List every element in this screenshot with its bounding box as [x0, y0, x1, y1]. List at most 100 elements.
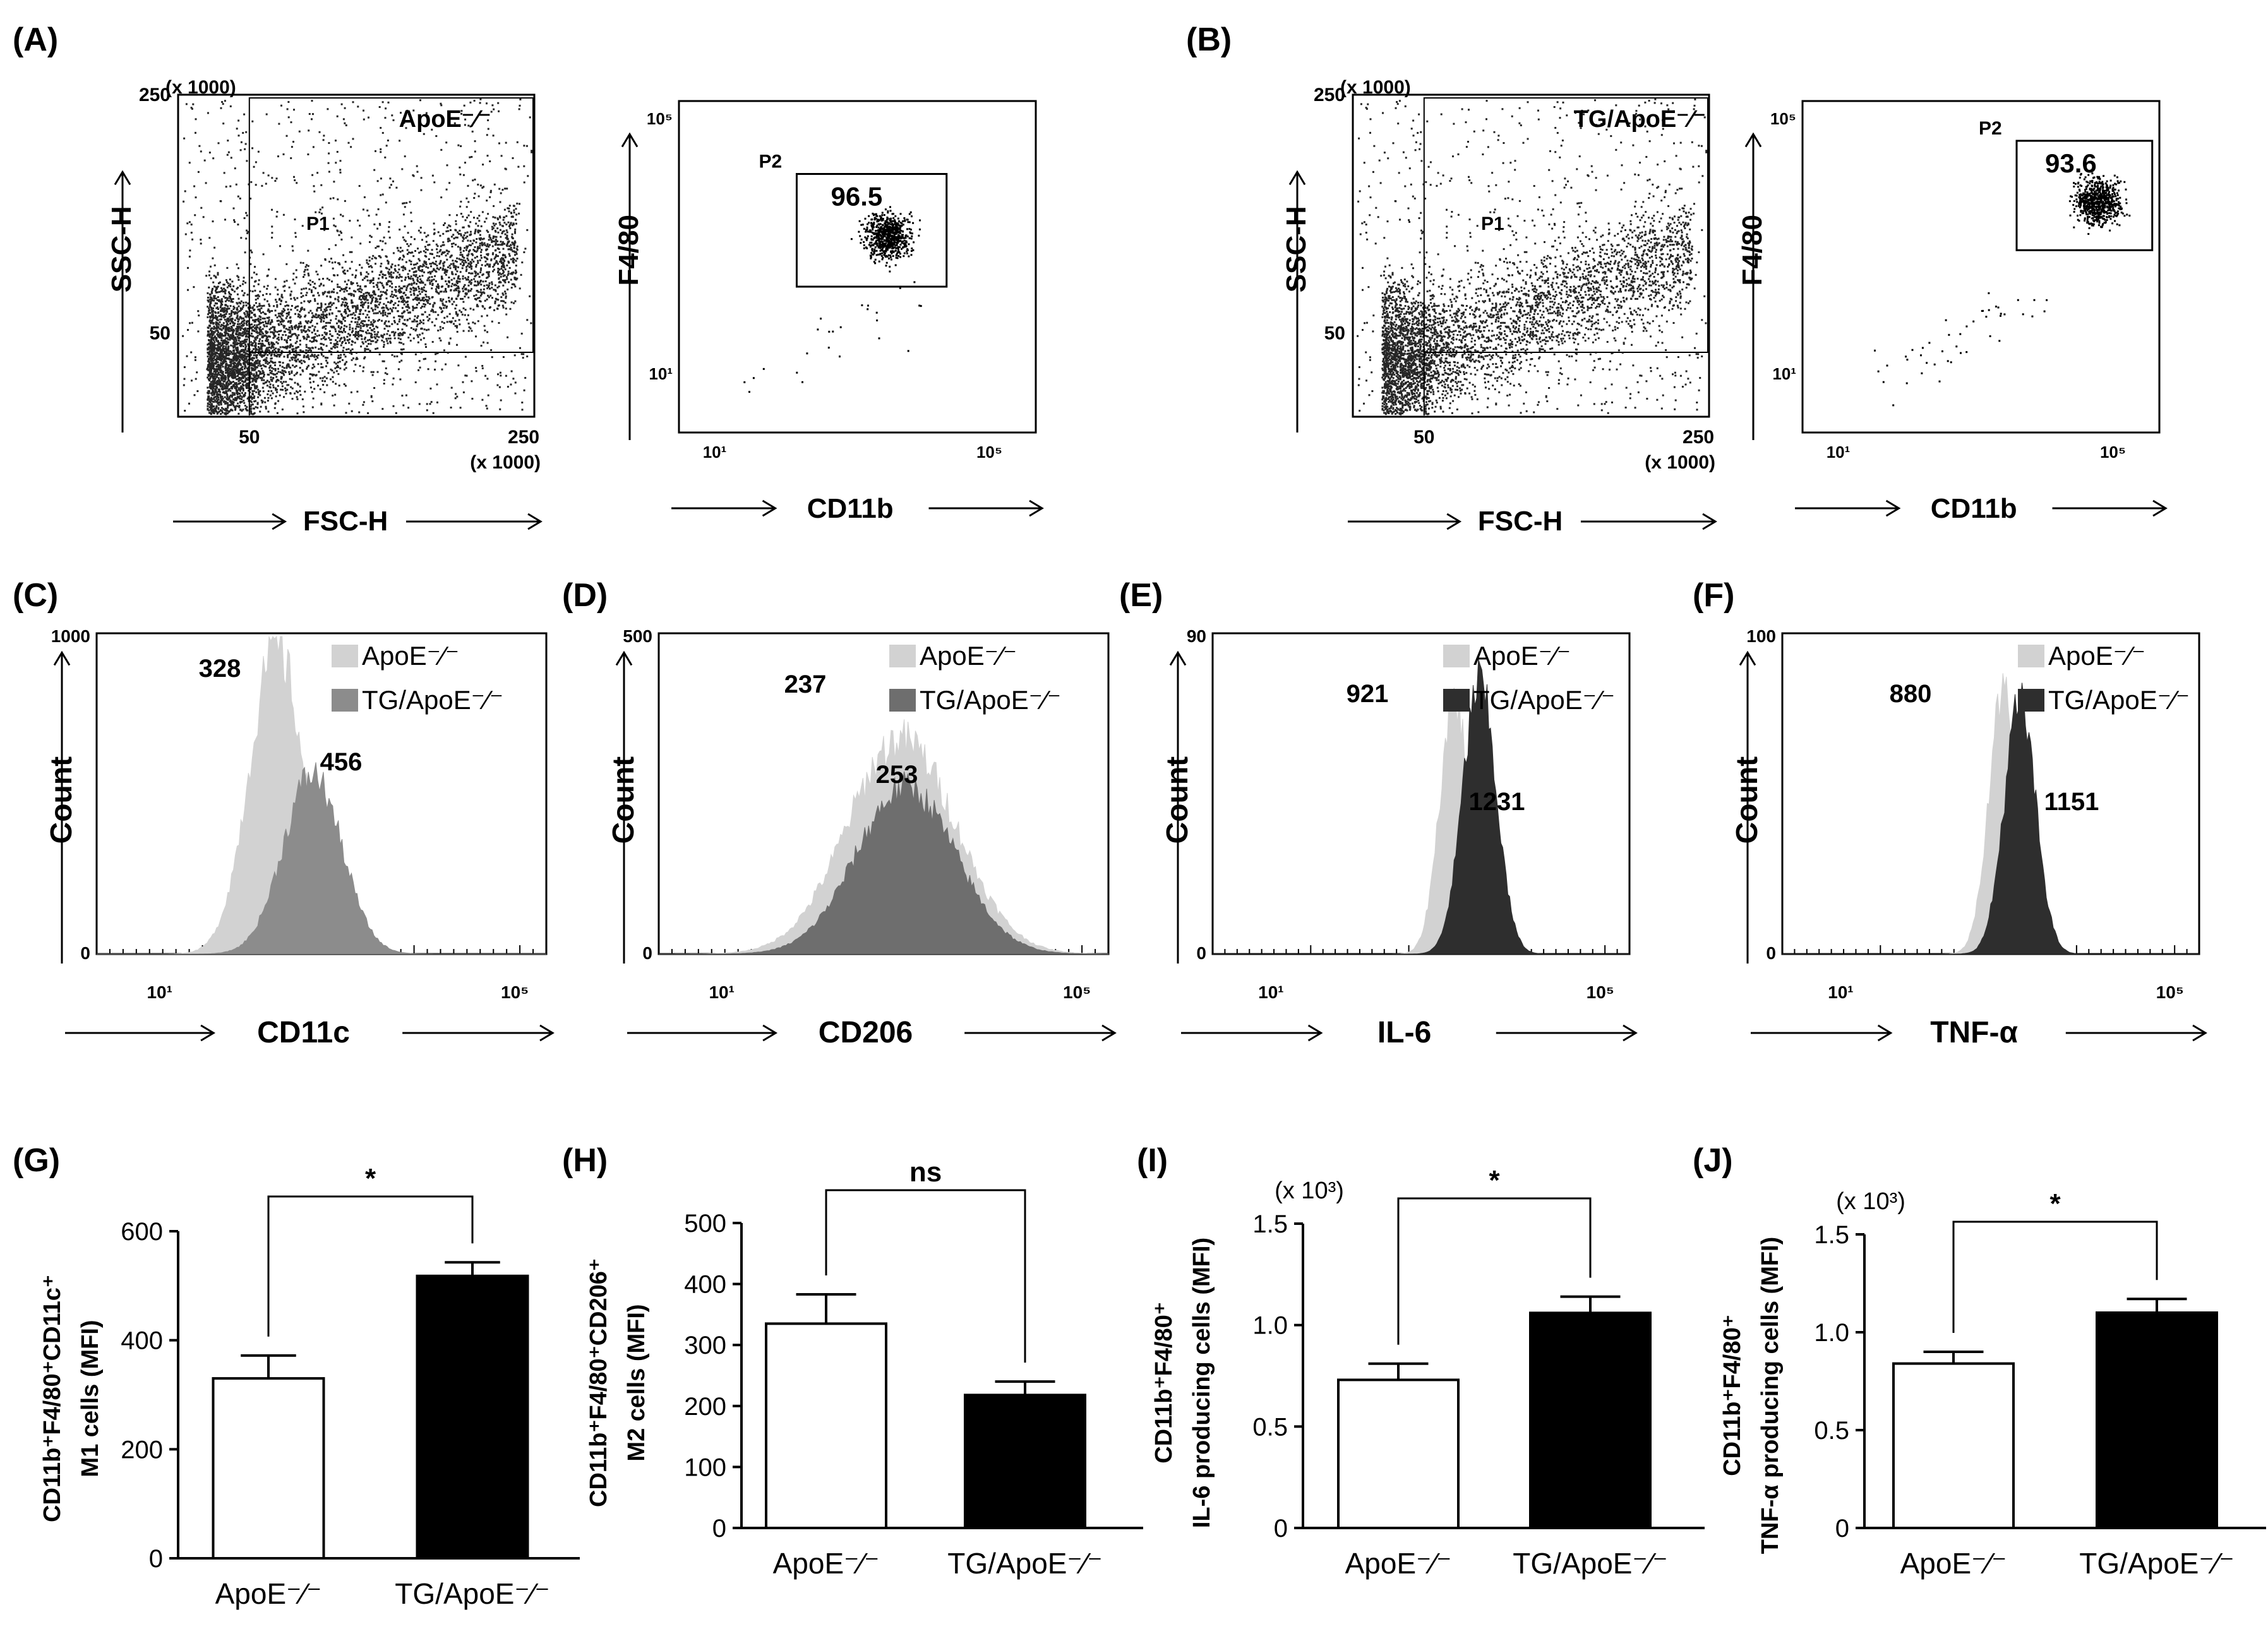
y-unit-label: (x 10³): [1836, 1188, 1905, 1215]
arrow-head: [539, 1024, 555, 1042]
plot-frame: [678, 100, 1037, 434]
arrow-head: [621, 132, 639, 148]
y-tick-label: 0: [712, 1515, 726, 1542]
event-dot: [1874, 172, 2131, 407]
genotype-label: TG/ApoE⁻⁄⁻: [1574, 106, 1706, 133]
category-label: ApoE⁻⁄⁻: [773, 1547, 880, 1580]
y-axis-label: M2 cells (MFI): [623, 1304, 650, 1461]
x-unit-label: (x 1000): [470, 452, 541, 473]
x-tick-label: 10⁵: [1063, 982, 1091, 1002]
legend-label: TG/ApoE⁻⁄⁻: [362, 685, 503, 715]
legend-label: TG/ApoE⁻⁄⁻: [1473, 685, 1615, 715]
y-tick-label: 50: [150, 323, 171, 344]
panel-label: (B): [1186, 21, 1232, 58]
legend-swatch: [2018, 689, 2044, 712]
y-tick-label: 0: [1274, 1515, 1288, 1542]
x-axis-label: CD11c: [257, 1016, 350, 1049]
significance-bracket: [1397, 1197, 1592, 1345]
bar: [212, 1377, 325, 1560]
bar: [2096, 1311, 2218, 1529]
panel-label: (D): [562, 577, 608, 614]
y-tick-label: 250: [1314, 85, 1345, 105]
gate-label-p1: P1: [1481, 213, 1504, 234]
arrow-head: [1446, 513, 1462, 530]
significance-marker: *: [365, 1163, 376, 1194]
legend-swatch: [332, 689, 358, 712]
legend: ApoE⁻⁄⁻ TG/ApoE⁻⁄⁻: [1443, 641, 1615, 715]
event-dot: [1357, 98, 1708, 415]
x-axis-label: CD11b: [807, 493, 894, 524]
panel-label: (H): [562, 1142, 608, 1179]
x-axis-label: FSC-H: [1478, 506, 1563, 537]
legend-swatch: [2018, 645, 2044, 667]
panel-label: (J): [1693, 1142, 1733, 1179]
legend-label: TG/ApoE⁻⁄⁻: [920, 685, 1061, 715]
legend-swatch: [1443, 689, 1470, 712]
legend-swatch: [332, 645, 358, 667]
bar: [416, 1274, 529, 1560]
arrow-head: [1307, 1024, 1323, 1042]
arrow-head: [1288, 170, 1306, 186]
arrow-head: [2152, 499, 2168, 517]
gate-p2: [2015, 140, 2154, 251]
plot-frame: [1801, 100, 2161, 434]
y-tick-label: 600: [121, 1218, 163, 1246]
bar: [1337, 1378, 1460, 1530]
bar: [1892, 1362, 2015, 1530]
arrow-head: [2192, 1024, 2207, 1042]
legend-swatch: [889, 689, 916, 712]
category-label: ApoE⁻⁄⁻: [215, 1577, 322, 1610]
arrow-head: [114, 170, 131, 186]
arrow-head: [615, 650, 633, 666]
x-tick-label: 250: [508, 427, 539, 448]
x-axis-label: CD206: [819, 1016, 913, 1049]
x-tick-label: 10⁵: [2100, 443, 2126, 462]
y-tick-label: 0: [1766, 943, 1776, 963]
y-axis-label: CD11b⁺F4/80⁺: [1151, 1302, 1177, 1464]
y-tick-label: 0: [80, 943, 90, 963]
mfi-label: 880: [1890, 680, 1932, 708]
legend-label: ApoE⁻⁄⁻: [920, 641, 1017, 671]
x-tick-label: 50: [239, 427, 260, 448]
arrow-head: [762, 1024, 778, 1042]
y-tick-label: 1.5: [1252, 1210, 1288, 1238]
y-tick-label: 90: [1187, 626, 1206, 646]
gate-p2: [795, 173, 948, 288]
legend-swatch: [1443, 645, 1470, 667]
legend-label: TG/ApoE⁻⁄⁻: [2048, 685, 2190, 715]
x-tick-label: 50: [1413, 427, 1434, 448]
arrow-head: [1029, 499, 1044, 517]
genotype-label: ApoE⁻⁄⁻: [399, 106, 491, 133]
y-tick-label: 1.0: [1252, 1312, 1288, 1340]
mfi-label: 237: [784, 671, 827, 698]
significance-bracket: [267, 1195, 474, 1337]
histogram-series: [659, 771, 1109, 955]
y-tick-label: 0: [1835, 1515, 1849, 1542]
x-axis-label: CD11b: [1931, 493, 2017, 524]
y-tick-label: 1000: [51, 626, 90, 646]
x-tick-label: 10¹: [703, 443, 727, 462]
y-tick-label: 10⁵: [647, 109, 673, 128]
legend: ApoE⁻⁄⁻ TG/ApoE⁻⁄⁻: [332, 641, 503, 715]
y-unit-label: (x 10³): [1275, 1178, 1344, 1204]
bar: [765, 1322, 887, 1529]
event-dots: [1357, 98, 1708, 415]
y-tick-label: 250: [139, 85, 171, 105]
gate-label-p1: P1: [306, 213, 330, 234]
y-unit-label: (x 1000): [1340, 77, 1411, 98]
y-unit-label: (x 1000): [165, 77, 236, 98]
y-tick-label: 100: [1746, 626, 1776, 646]
event-dot: [743, 206, 922, 393]
arrow-head: [200, 1024, 216, 1042]
y-tick-label: 0: [1196, 943, 1206, 963]
y-tick-label: 0: [642, 943, 652, 963]
arrow-head: [53, 650, 71, 666]
